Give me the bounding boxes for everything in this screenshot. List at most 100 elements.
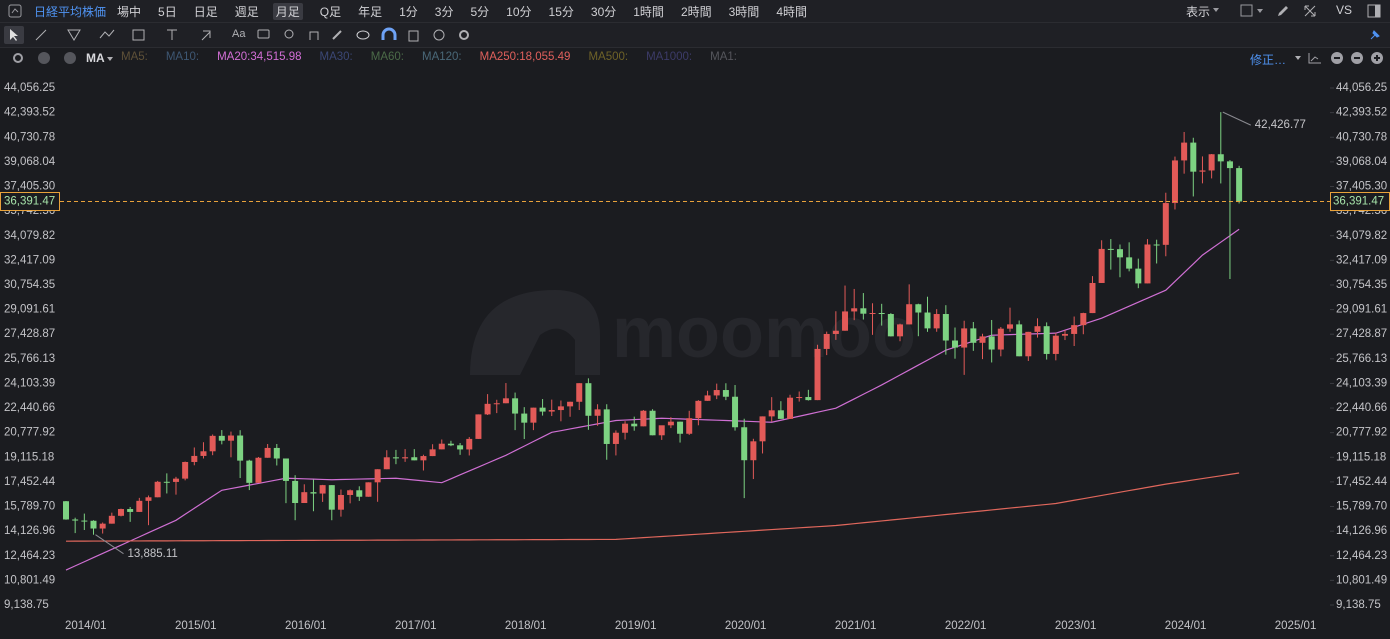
hide-icon[interactable] <box>38 52 50 64</box>
compare-button[interactable]: VS <box>1336 3 1353 17</box>
y-tick-label: 20,777.92 <box>1336 427 1387 439</box>
candle-body <box>704 395 711 401</box>
y-tick-label: 40,730.78 <box>4 131 55 143</box>
search-tool[interactable] <box>284 29 294 39</box>
candle-body <box>1199 170 1206 172</box>
line-tool[interactable] <box>35 29 47 41</box>
wave-tool[interactable] <box>99 29 115 39</box>
period-button[interactable]: 日足 <box>193 5 218 19</box>
candle-body <box>1162 203 1169 245</box>
candle-body <box>237 435 244 461</box>
candle-body <box>1043 326 1050 354</box>
y-tick-label: 22,440.66 <box>1336 402 1387 414</box>
expand-icon[interactable] <box>1303 4 1317 18</box>
candle-body <box>402 457 409 459</box>
indicator-value: MA120: <box>422 51 462 63</box>
fib-tool[interactable] <box>132 29 145 41</box>
y-tick-label: 27,428.87 <box>1336 328 1387 340</box>
period-button[interactable]: 5日 <box>158 5 177 19</box>
text-tool[interactable]: Aa <box>232 28 246 40</box>
x-tick-label: 2022/01 <box>945 620 987 632</box>
period-button[interactable]: 3分 <box>434 5 454 19</box>
candle-body <box>1190 142 1197 172</box>
settings-icon[interactable] <box>13 53 23 63</box>
candle-body <box>1153 244 1160 246</box>
candle-body <box>612 432 619 444</box>
candle-body <box>695 400 702 419</box>
y-tick-label: 10,801.49 <box>4 574 55 586</box>
period-button[interactable]: 15分 <box>548 5 574 19</box>
checkbox-icon[interactable] <box>1240 4 1266 18</box>
candle-body <box>273 447 280 459</box>
y-tick-label: 25,766.13 <box>1336 353 1387 365</box>
period-button[interactable]: 1分 <box>399 5 418 19</box>
settings-tool[interactable] <box>459 30 469 40</box>
panel-icon[interactable] <box>1367 4 1381 18</box>
candle-body <box>447 443 454 446</box>
period-button[interactable]: 5分 <box>470 5 490 19</box>
candle-body <box>970 328 977 343</box>
indicator-value: MA5: <box>121 51 148 63</box>
period-list: 場中 5日 日足 週足 月足 Q足 年足 1分 3分 5分 10分 15分 30分 1時間 2時間 3時間 4時… <box>117 3 824 20</box>
pen-icon[interactable] <box>1276 4 1290 18</box>
symbol-icon[interactable] <box>8 4 22 18</box>
candle-body <box>466 438 473 450</box>
measure-tool[interactable] <box>167 29 177 40</box>
period-button[interactable]: 月足 <box>272 3 303 20</box>
candle-body <box>750 441 757 461</box>
period-button[interactable]: 10分 <box>506 5 532 19</box>
y-tick-label: 19,115.18 <box>4 451 54 463</box>
delete-tool[interactable] <box>408 30 419 42</box>
candle-body <box>686 418 693 434</box>
cursor-tool[interactable] <box>10 29 18 41</box>
note-tool[interactable] <box>257 29 270 39</box>
candle-body <box>722 390 729 397</box>
dropdown-icon[interactable] <box>106 55 114 63</box>
sync-tool[interactable] <box>433 29 445 41</box>
candle-body <box>63 501 69 520</box>
candle-body <box>1135 268 1142 284</box>
indicator-icons <box>13 52 76 64</box>
symbol-name[interactable]: 日経平均株価 <box>34 5 107 19</box>
x-tick-label: 2020/01 <box>725 620 767 632</box>
period-button[interactable]: 30分 <box>590 5 617 19</box>
candle-body <box>796 397 803 399</box>
magnet-tool[interactable] <box>381 27 397 40</box>
period-button[interactable]: 年足 <box>358 5 383 19</box>
candle-body <box>658 425 665 436</box>
candle-body <box>337 494 344 510</box>
last-price-label: 36,391.47 <box>1333 196 1384 208</box>
scale-icon[interactable] <box>1308 53 1321 64</box>
period-button[interactable]: 4時間 <box>776 5 807 19</box>
candle-body <box>759 416 766 442</box>
brush-tool[interactable] <box>332 30 342 40</box>
candle-body <box>1116 249 1123 258</box>
channel-tool[interactable] <box>67 29 81 41</box>
period-button[interactable]: 3時間 <box>728 5 760 19</box>
period-button[interactable]: 週足 <box>234 5 259 19</box>
arrow-tool[interactable] <box>201 30 211 41</box>
candle-body <box>90 520 97 529</box>
period-button[interactable]: 1時間 <box>633 5 664 19</box>
close-icon[interactable] <box>64 52 76 64</box>
candle-body <box>851 308 858 312</box>
period-button[interactable]: 2時間 <box>680 5 712 19</box>
candle-body <box>585 383 592 416</box>
adjust-menu[interactable]: 修正… <box>1250 53 1287 67</box>
candle-body <box>732 396 739 428</box>
candle-body <box>667 421 674 426</box>
dropdown-icon[interactable] <box>1295 56 1301 60</box>
x-tick-label: 2016/01 <box>285 620 327 632</box>
dropdown-icon[interactable] <box>1212 6 1220 14</box>
display-menu[interactable]: 表示 <box>1186 5 1211 19</box>
x-tick-label: 2024/01 <box>1165 620 1207 632</box>
indicator-name[interactable]: MA <box>86 51 105 65</box>
visibility-tool[interactable] <box>356 30 370 40</box>
stamp-tool[interactable] <box>309 31 319 40</box>
period-button[interactable]: 場中 <box>117 5 142 19</box>
period-button[interactable]: Q足 <box>319 5 342 19</box>
pin-icon[interactable] <box>1368 28 1382 42</box>
y-tick-label: 27,428.87 <box>4 328 55 340</box>
candle-body <box>99 523 106 529</box>
